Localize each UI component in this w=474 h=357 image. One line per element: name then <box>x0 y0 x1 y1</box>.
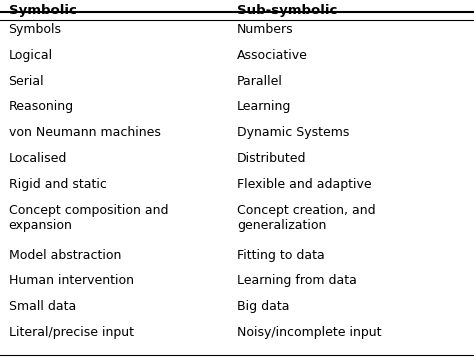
Text: Sub-symbolic: Sub-symbolic <box>237 4 337 16</box>
Text: Logical: Logical <box>9 49 53 62</box>
Text: Learning: Learning <box>237 100 292 114</box>
Text: Associative: Associative <box>237 49 308 62</box>
Text: Literal/precise input: Literal/precise input <box>9 326 134 339</box>
Text: von Neumann machines: von Neumann machines <box>9 126 160 139</box>
Text: Parallel: Parallel <box>237 75 283 88</box>
Text: Noisy/incomplete input: Noisy/incomplete input <box>237 326 382 339</box>
Text: Concept creation, and
generalization: Concept creation, and generalization <box>237 203 375 232</box>
Text: Learning from data: Learning from data <box>237 275 357 287</box>
Text: Symbols: Symbols <box>9 23 62 36</box>
Text: Human intervention: Human intervention <box>9 275 134 287</box>
Text: Serial: Serial <box>9 75 44 88</box>
Text: Big data: Big data <box>237 300 290 313</box>
Text: Small data: Small data <box>9 300 76 313</box>
Text: Concept composition and
expansion: Concept composition and expansion <box>9 203 168 232</box>
Text: Localised: Localised <box>9 152 67 165</box>
Text: Dynamic Systems: Dynamic Systems <box>237 126 349 139</box>
Text: Model abstraction: Model abstraction <box>9 248 121 262</box>
Text: Reasoning: Reasoning <box>9 100 73 114</box>
Text: Flexible and adaptive: Flexible and adaptive <box>237 178 372 191</box>
Text: Fitting to data: Fitting to data <box>237 248 325 262</box>
Text: Symbolic: Symbolic <box>9 4 76 16</box>
Text: Rigid and static: Rigid and static <box>9 178 106 191</box>
Text: Numbers: Numbers <box>237 23 293 36</box>
Text: Distributed: Distributed <box>237 152 307 165</box>
